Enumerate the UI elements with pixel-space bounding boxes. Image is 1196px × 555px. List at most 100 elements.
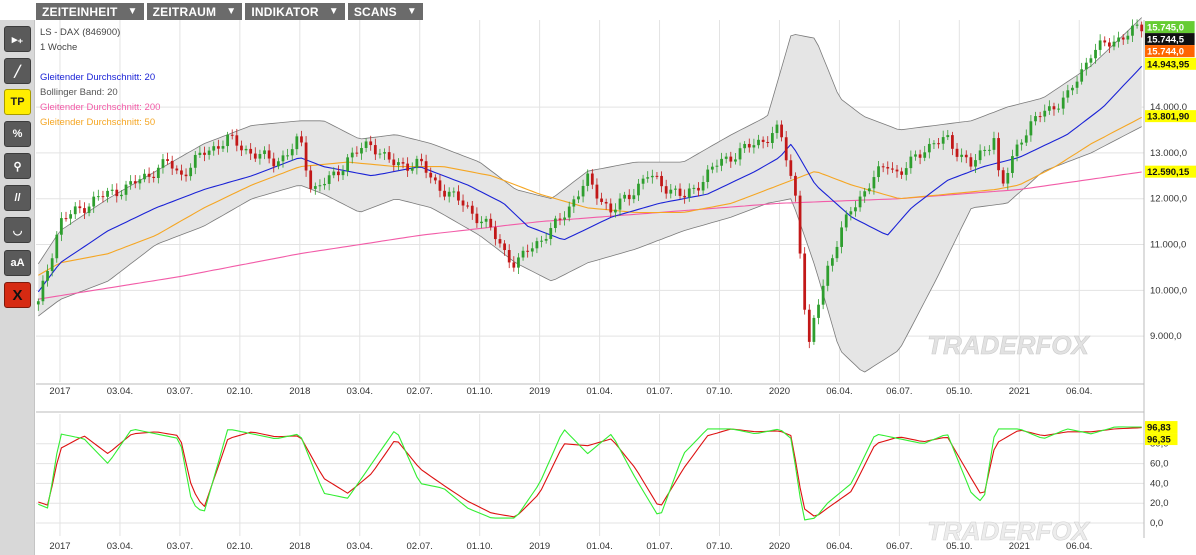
candle-body [1057,108,1060,110]
candle-body [669,189,673,194]
candle-body [369,141,373,146]
stoch-x-tick-label: 2017 [49,541,70,552]
candle-body [41,280,45,302]
candle-body [683,195,687,198]
percent-tool[interactable]: % [4,121,31,147]
price-badge-5: 12.590,15 [1147,167,1190,178]
ma50-line [38,116,1142,276]
candle-body [36,301,40,305]
curve-tool[interactable]: ◡ [4,217,31,243]
tp-tool[interactable]: TP [4,89,31,115]
candle-body [729,156,733,162]
candle-body [646,177,650,179]
candle-body [812,317,816,342]
candle-body [50,258,54,271]
candle-body [757,139,760,146]
candle-body [553,218,557,229]
candle-body [1024,135,1028,143]
candle-body [558,218,562,220]
stoch-x-tick-label: 06.04. [1066,541,1092,552]
delete-tool[interactable]: X [4,282,31,308]
parallel-lines-tool[interactable]: // [4,185,31,211]
candle-body [784,137,788,161]
candle-body [932,143,936,145]
candle-body [960,154,964,157]
candle-body [507,250,511,263]
price-x-tick-label: 05.10. [946,386,972,397]
candle-body [484,218,488,222]
candle-body [60,218,63,235]
candle-body [470,205,474,214]
menu-indikator[interactable]: INDIKATOR ▼ [245,3,345,20]
price-x-tick-label: 02.07. [407,386,433,397]
bollinger-lower-line [38,126,1142,373]
price-y-tick-label: 10.000,0 [1150,285,1187,296]
menu-bar: ZEITEINHEIT ▼ ZEITRAUM ▼ INDIKATOR ▼ SCANS ▼ [36,3,423,20]
menu-zeiteinheit[interactable]: ZEITEINHEIT ▼ [36,3,144,20]
candle-body [281,155,285,162]
candles [36,19,1144,349]
candle-body [424,161,428,173]
candle-body [770,133,774,143]
candle-body [244,148,248,151]
text-tool[interactable]: aA [4,250,31,276]
price-x-tick-label: 03.04. [347,386,373,397]
candle-body [212,146,216,151]
candle-body [1107,42,1111,47]
candle-body [120,194,123,197]
menu-zeitraum[interactable]: ZEITRAUM ▼ [146,3,243,20]
candle-body [1094,49,1097,59]
candle-body [720,158,723,166]
candle-body [64,218,68,220]
candle-body [1052,106,1056,110]
price-badge-2: 15.744,0 [1147,47,1184,58]
candle-body [637,183,640,196]
price-badge-0: 15.745,0 [1147,23,1184,34]
candle-body [655,175,659,177]
candle-body [73,206,77,215]
candle-body [313,186,317,189]
price-x-tick-label: 07.10. [706,386,732,397]
stoch-x-tick-label: 01.07. [646,541,672,552]
candle-body [844,214,848,228]
candle-body [535,241,539,249]
candle-body [766,141,770,143]
search-icon: ⚲ [13,160,22,173]
candle-body [872,177,876,189]
candle-body [590,173,594,185]
candle-body [724,156,728,159]
candle-body [493,227,497,240]
candle-body [184,174,188,177]
candle-body [567,206,571,218]
candle-body [346,157,350,172]
price-badge-5-bg [1145,165,1196,178]
candle-body [937,143,940,145]
menu-scans[interactable]: SCANS ▼ [347,3,423,20]
stoch-x-tick-label: 2019 [529,541,550,552]
candle-body [152,176,156,178]
candle-body [604,201,608,204]
candle-body [710,166,714,170]
candle-body [1047,106,1051,111]
candle-body [355,152,359,154]
line-tool[interactable]: ╱ [4,58,31,84]
candle-body [835,246,839,259]
zoom-tool[interactable]: ⚲ [4,153,31,179]
candle-body [447,191,451,197]
candle-body [438,180,442,191]
candle-body [867,188,871,192]
candle-body [1098,40,1102,50]
bollinger-band [37,17,1142,373]
candle-body [323,183,326,186]
candle-body [332,171,336,176]
candle-body [276,161,280,167]
price-badge-4: 13.801,90 [1147,112,1189,123]
candle-body [900,171,904,175]
candle-body [272,158,276,167]
menu-zeitraum-label: ZEITRAUM [152,4,217,19]
candle-body [253,153,257,159]
price-badge-1-bg [1145,33,1195,46]
cursor-add-tool[interactable]: ▸₊ [4,26,31,52]
